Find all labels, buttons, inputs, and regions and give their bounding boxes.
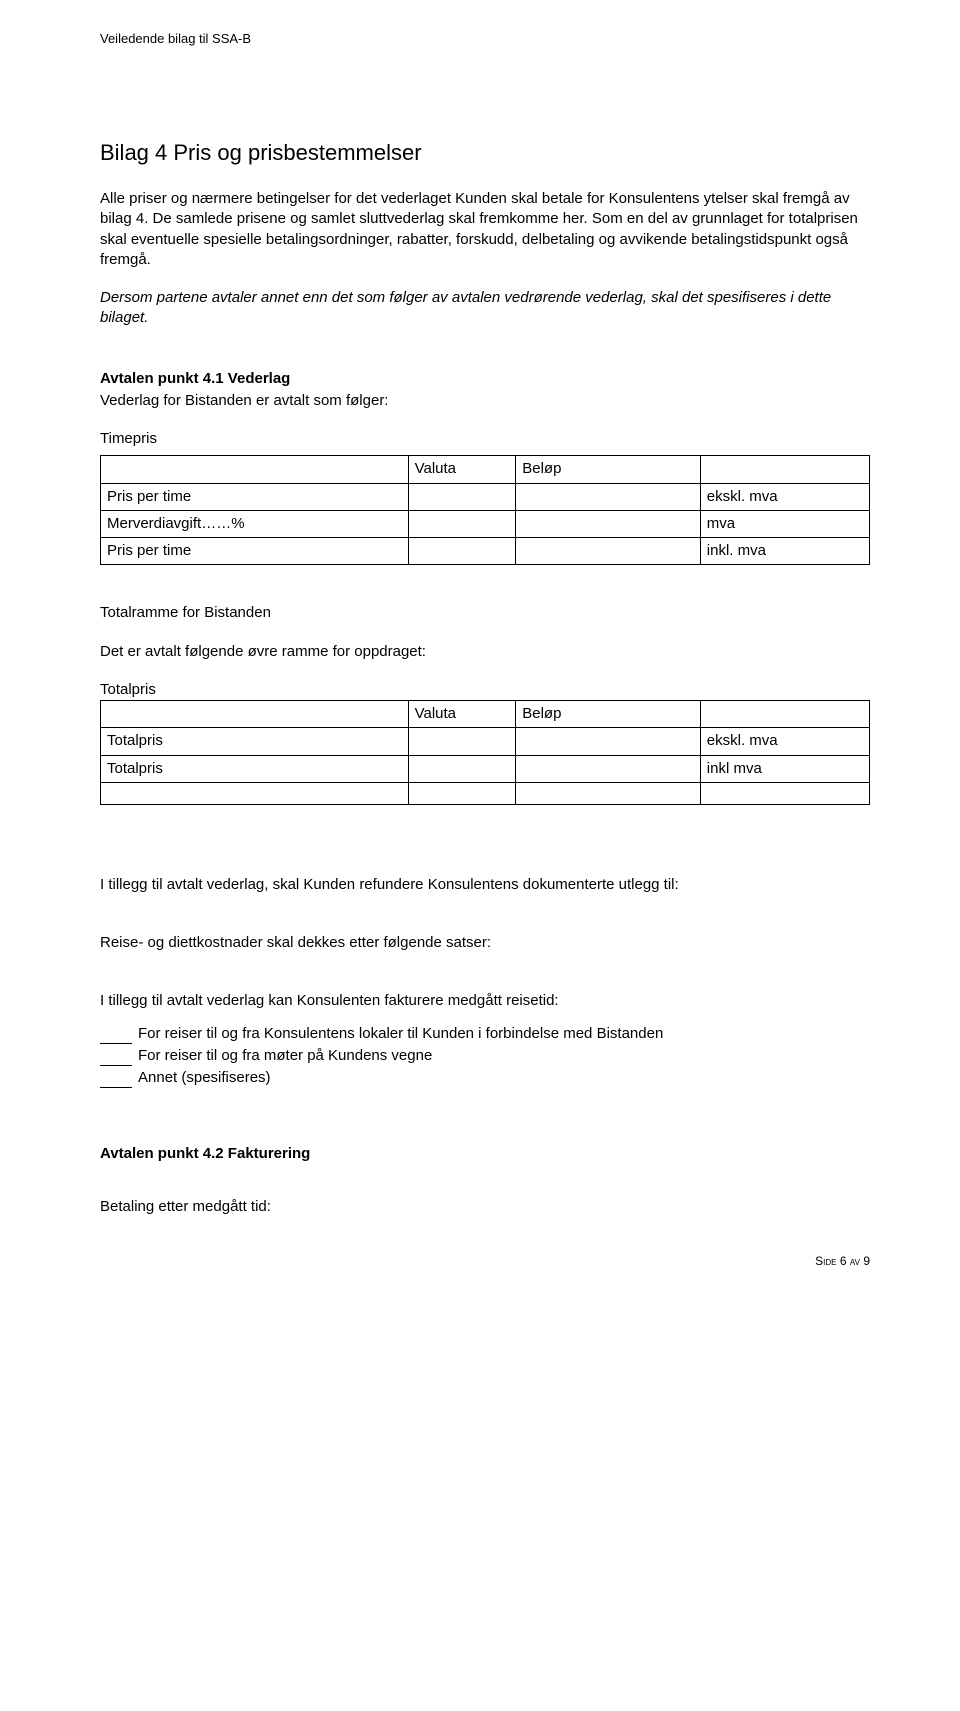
table-cell: Pris per time	[101, 538, 409, 565]
table-cell	[101, 456, 409, 483]
table-cell: ekskl. mva	[700, 483, 869, 510]
refund-paragraph: I tillegg til avtalt vederlag, skal Kund…	[100, 875, 870, 895]
option-text: Annet (spesifiseres)	[138, 1068, 271, 1088]
vederlag-heading: Avtalen punkt 4.1 Vederlag	[100, 369, 870, 389]
reise-paragraph: Reise- og diettkostnader skal dekkes ett…	[100, 933, 870, 953]
table-cell: Totalpris	[101, 728, 409, 755]
table-cell	[516, 728, 701, 755]
table-row: Pris per time ekskl. mva	[101, 483, 870, 510]
option-text: For reiser til og fra Konsulentens lokal…	[138, 1024, 663, 1044]
totalramme-label: Totalramme for Bistanden	[100, 603, 870, 623]
table-cell: Merverdiavgift……%	[101, 510, 409, 537]
table-cell	[101, 701, 409, 728]
table-row: Pris per time inkl. mva	[101, 538, 870, 565]
fakturering-heading: Avtalen punkt 4.2 Fakturering	[100, 1144, 870, 1164]
table-cell	[408, 755, 516, 782]
option-text: For reiser til og fra møter på Kundens v…	[138, 1046, 432, 1066]
footer-total: 9	[863, 1254, 870, 1268]
fakturering-sub: Betaling etter medgått tid:	[100, 1197, 870, 1217]
table-cell: Totalpris	[101, 755, 409, 782]
table-cell: inkl mva	[700, 755, 869, 782]
table-cell	[516, 483, 701, 510]
blank-field[interactable]	[100, 1052, 132, 1066]
page-footer: Side 6 av 9	[100, 1253, 870, 1269]
table-row: Valuta Beløp	[101, 456, 870, 483]
totalpris-label: Totalpris	[100, 680, 870, 700]
timepris-label: Timepris	[100, 429, 870, 449]
footer-page-num: 6	[840, 1254, 847, 1268]
totalpris-table: Valuta Beløp Totalpris ekskl. mva Totalp…	[100, 700, 870, 805]
page-header: Veiledende bilag til SSA-B	[100, 30, 870, 48]
table-cell	[408, 538, 516, 565]
table-cell	[700, 782, 869, 804]
table-cell	[408, 483, 516, 510]
table-cell: ekskl. mva	[700, 728, 869, 755]
table-cell	[101, 782, 409, 804]
timepris-table: Valuta Beløp Pris per time ekskl. mva Me…	[100, 455, 870, 565]
table-cell	[700, 456, 869, 483]
table-row: Valuta Beløp	[101, 701, 870, 728]
table-cell	[408, 510, 516, 537]
table-cell: Pris per time	[101, 483, 409, 510]
table-cell	[516, 782, 701, 804]
table-header-valuta: Valuta	[408, 456, 516, 483]
table-header-belop: Beløp	[516, 456, 701, 483]
table-cell	[516, 538, 701, 565]
page-title: Bilag 4 Pris og prisbestemmelser	[100, 138, 870, 168]
table-cell	[408, 728, 516, 755]
vederlag-sub: Vederlag for Bistanden er avtalt som føl…	[100, 391, 870, 411]
reisetid-paragraph: I tillegg til avtalt vederlag kan Konsul…	[100, 991, 870, 1011]
table-cell	[516, 755, 701, 782]
footer-av: av	[850, 1254, 860, 1268]
totalramme-sub: Det er avtalt følgende øvre ramme for op…	[100, 642, 870, 662]
table-cell	[700, 701, 869, 728]
table-header-valuta: Valuta	[408, 701, 516, 728]
footer-side: Side	[815, 1254, 836, 1268]
blank-field[interactable]	[100, 1074, 132, 1088]
italic-note: Dersom partene avtaler annet enn det som…	[100, 288, 870, 329]
table-cell	[408, 782, 516, 804]
table-row	[101, 782, 870, 804]
option-line: For reiser til og fra Konsulentens lokal…	[100, 1024, 870, 1044]
table-row: Totalpris ekskl. mva	[101, 728, 870, 755]
table-cell: inkl. mva	[700, 538, 869, 565]
table-cell: mva	[700, 510, 869, 537]
reisetid-options: For reiser til og fra Konsulentens lokal…	[100, 1024, 870, 1089]
blank-field[interactable]	[100, 1030, 132, 1044]
table-cell	[516, 510, 701, 537]
option-line: For reiser til og fra møter på Kundens v…	[100, 1046, 870, 1066]
table-row: Totalpris inkl mva	[101, 755, 870, 782]
intro-paragraph: Alle priser og nærmere betingelser for d…	[100, 189, 870, 270]
table-header-belop: Beløp	[516, 701, 701, 728]
option-line: Annet (spesifiseres)	[100, 1068, 870, 1088]
table-row: Merverdiavgift……% mva	[101, 510, 870, 537]
